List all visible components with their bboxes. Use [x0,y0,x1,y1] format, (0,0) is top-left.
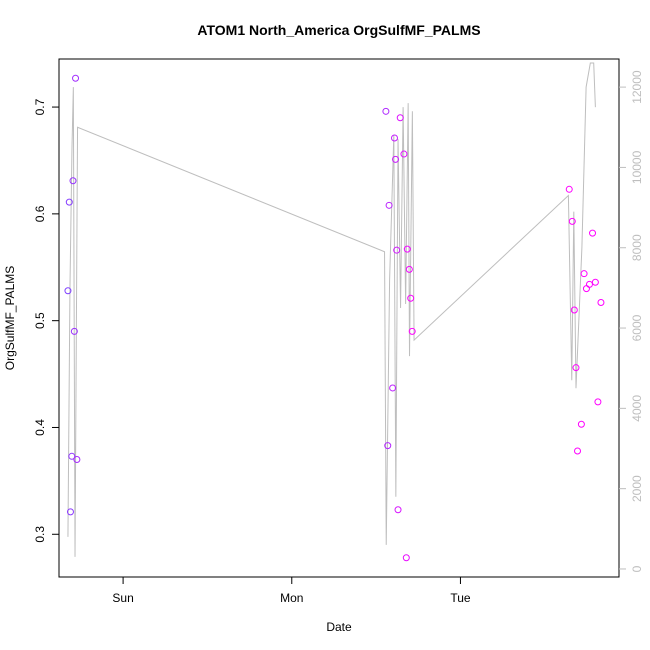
y-tick-label-left: 0.4 [33,419,47,436]
axis-layer: Sun Mon Tue 0.3 0.4 0.5 0.6 0.7 0 2000 4000 6000 800… [33,70,644,605]
data-point [407,294,415,302]
data-point [400,150,408,158]
y-tick-label-right: 2000 [630,475,644,502]
data-point [384,442,392,450]
y-tick-label-right: 0 [630,565,644,572]
x-tick-label: Tue [450,591,471,605]
data-point [565,185,573,193]
data-point [66,508,74,516]
y-axis-label: OrgSulfMF_PALMS [3,266,17,370]
data-point [70,327,78,335]
data-point [396,114,404,122]
data-point [394,506,402,514]
data-point [402,554,410,562]
y-tick-label-left: 0.6 [33,205,47,222]
data-point [594,398,602,406]
data-point [580,270,588,278]
plot-frame [58,58,620,578]
data-point [568,217,576,225]
data-point [65,198,73,206]
y-tick-label-right: 10000 [630,150,644,184]
data-point [68,452,76,460]
data-point [392,155,400,163]
data-point [69,177,77,185]
data-point [385,201,393,209]
y-tick-label-right: 12000 [630,70,644,104]
data-point [64,287,72,295]
data-point [393,246,401,254]
data-point [73,456,81,464]
data-point [572,364,580,372]
data-point [390,134,398,142]
data-point [597,299,605,307]
point-layer [64,74,605,562]
y-tick-label-left: 0.3 [33,526,47,543]
y-tick-label-left: 0.5 [33,312,47,329]
data-point [72,74,80,82]
y-tick-label-right: 8000 [630,234,644,261]
data-point [403,245,411,253]
data-point [589,229,597,237]
data-point [389,384,397,392]
line-layer [67,62,596,557]
data-point [582,285,590,293]
data-point [591,278,599,286]
y-tick-label-right: 6000 [630,314,644,341]
chart-title: ATOM1 North_America OrgSulfMF_PALMS [197,22,480,38]
data-point [585,280,593,288]
data-point [570,306,578,314]
y-tick-label-left: 0.7 [33,98,47,115]
series-line [67,62,596,557]
x-axis-label: Date [326,620,352,634]
data-point [382,107,390,115]
data-point [408,327,416,335]
y-tick-label-right: 4000 [630,395,644,422]
x-tick-label: Mon [280,591,303,605]
x-tick-label: Sun [112,591,133,605]
data-point [574,447,582,455]
data-point [405,265,413,273]
data-point [577,420,585,428]
